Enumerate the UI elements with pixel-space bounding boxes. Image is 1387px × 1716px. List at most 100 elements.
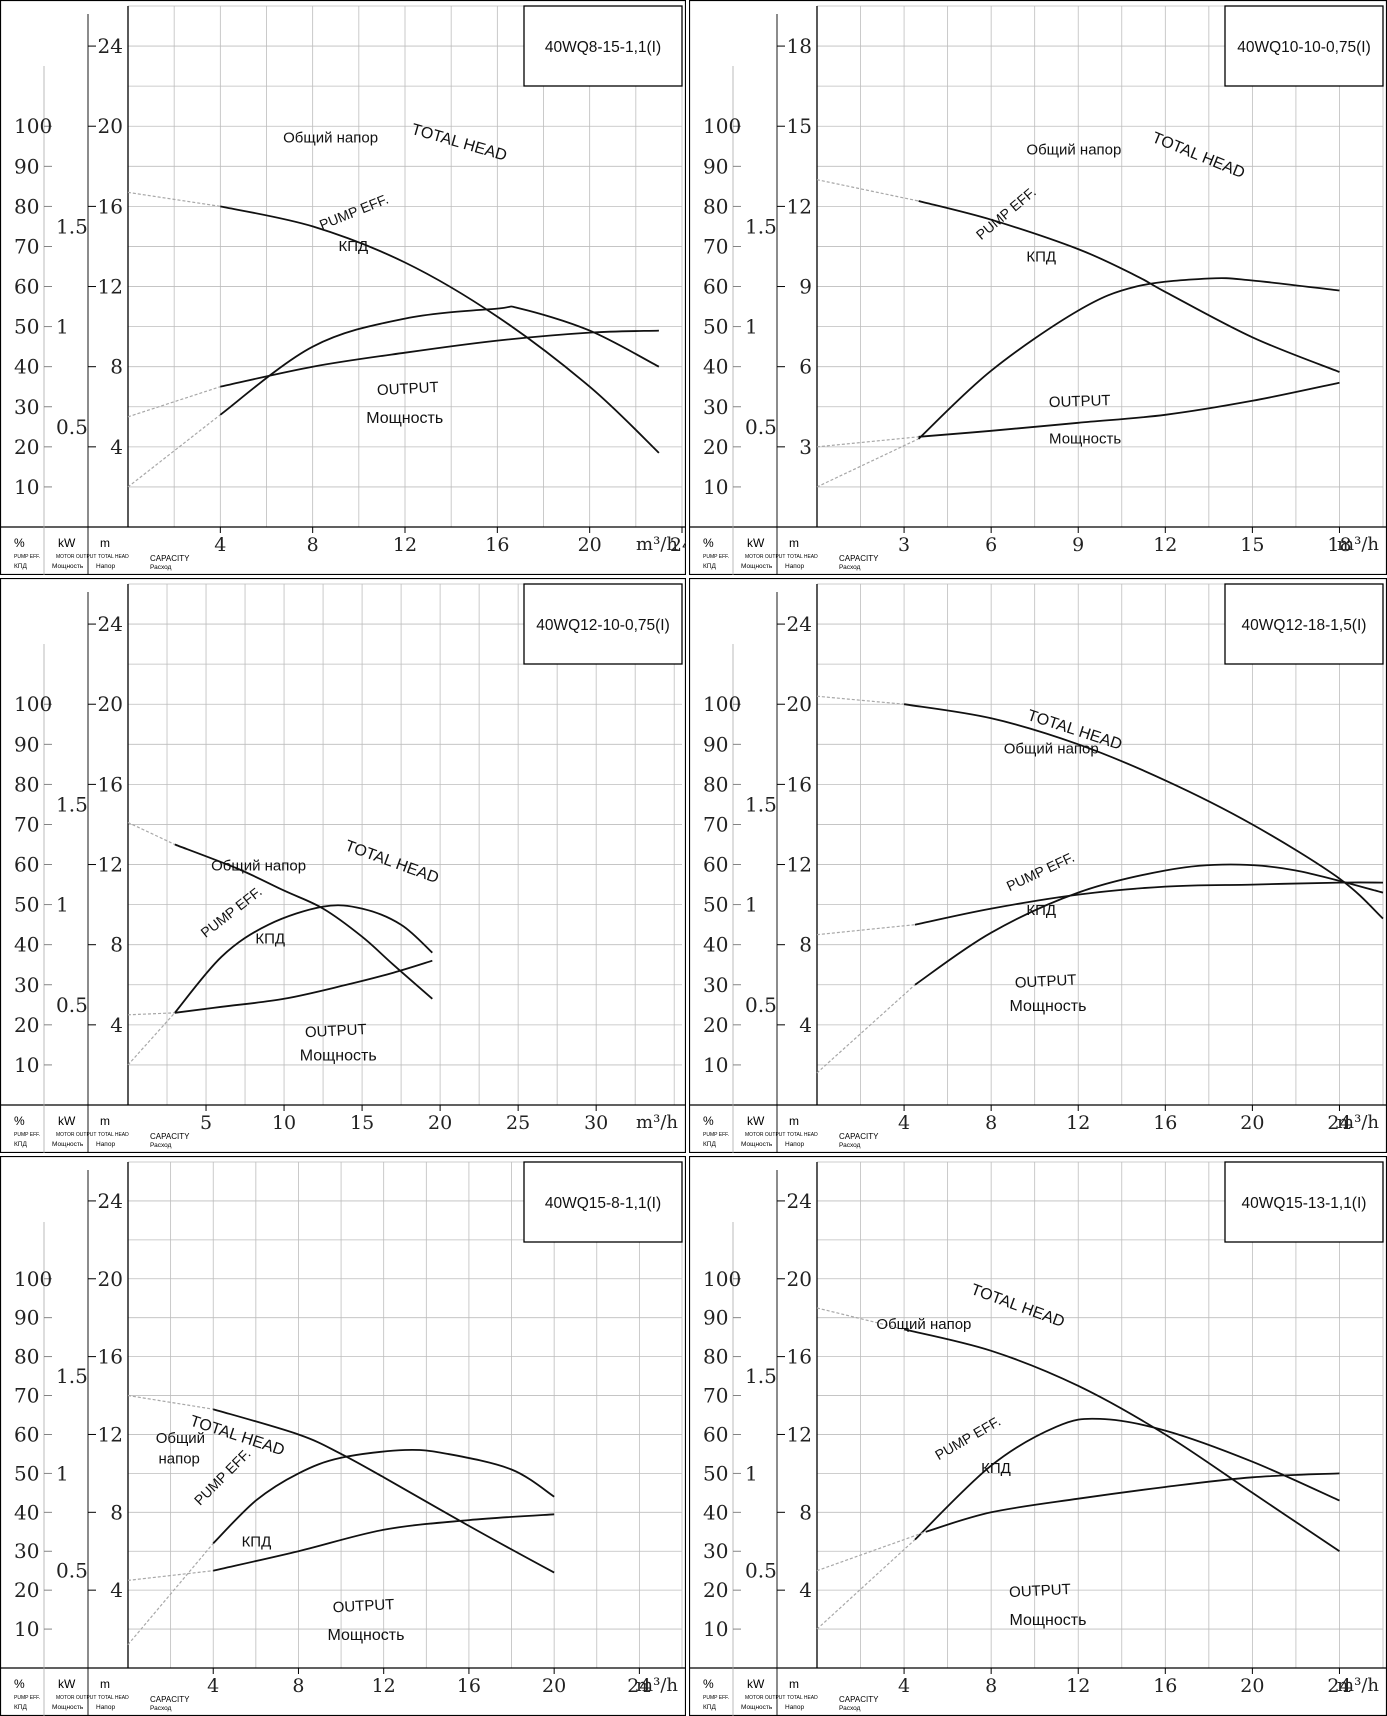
model-title: 40WQ12-10-0,75(I) xyxy=(536,617,670,634)
kw-tick-label: 1.5 xyxy=(745,1364,777,1388)
capacity-tick-label: 4 xyxy=(207,1675,219,1697)
head-tick-label: 16 xyxy=(787,1345,812,1369)
capacity-unit: m³/h xyxy=(636,1675,678,1696)
motor-output-header: MOTOR OUTPUT xyxy=(56,1695,96,1701)
raskhod-label: Расход xyxy=(150,1705,172,1712)
capacity-tick-label: 4 xyxy=(214,534,226,556)
eff-tick-label: 50 xyxy=(14,893,39,917)
kw-tick-label: 1 xyxy=(56,893,69,917)
capacity-tick-label: 9 xyxy=(1072,534,1084,556)
curve-label: КПД xyxy=(255,930,285,947)
motor-output-header: MOTOR OUTPUT xyxy=(56,1132,96,1138)
head-tick-label: 4 xyxy=(110,1578,123,1602)
curve-extension xyxy=(816,1539,916,1630)
kpd-header: КПД xyxy=(14,1704,27,1711)
kw-tick-label: 0.5 xyxy=(56,993,88,1017)
capacity-label: CAPACITY xyxy=(839,1132,879,1141)
kw-tick-label: 1.5 xyxy=(745,792,777,816)
eff-tick-label: 100 xyxy=(14,1267,52,1291)
series-head xyxy=(816,179,1340,373)
series-eff xyxy=(127,305,660,488)
motor-output-header: MOTOR OUTPUT xyxy=(56,554,96,560)
kpd-header: КПД xyxy=(703,563,716,570)
grid xyxy=(817,1161,1384,1668)
eff-tick-label: 80 xyxy=(14,194,39,218)
capacity-tick-label: 3 xyxy=(898,534,910,556)
eff-tick-label: 30 xyxy=(14,1539,39,1563)
pump-chart-2: 3 6 9 12 15 18 10 20 30 40 50 60 70 80 90 100 0.5 1 1.5 3 6 9… xyxy=(689,0,1387,575)
head-tick-label: 6 xyxy=(799,355,812,379)
eff-tick-label: 40 xyxy=(703,355,728,379)
curve-extension xyxy=(127,386,221,418)
capacity-tick-label: 15 xyxy=(1240,534,1264,556)
pump-chart-6: 4 8 12 16 20 24 10 20 30 40 50 60 70 80 90 100 0.5 1 1.5 4 8… xyxy=(689,1156,1387,1716)
eff-tick-label: 80 xyxy=(703,772,728,796)
total-head-header: TOTAL HEAD xyxy=(98,1695,129,1701)
curve-label: Мощность xyxy=(327,1627,404,1644)
head-tick-label: 24 xyxy=(98,612,123,636)
eff-tick-label: 90 xyxy=(703,154,728,178)
kpd-header: КПД xyxy=(703,1141,716,1148)
eff-tick-label: 80 xyxy=(14,1345,39,1369)
eff-tick-label: 90 xyxy=(14,1306,39,1330)
eff-tick-label: 90 xyxy=(14,732,39,756)
curve-eff xyxy=(212,1448,555,1545)
head-tick-label: 12 xyxy=(98,275,123,299)
curve-label: OUTPUT xyxy=(1014,972,1076,992)
pct-header: % xyxy=(703,1677,714,1691)
curve-label: Мощность xyxy=(300,1048,377,1065)
head-tick-label: 8 xyxy=(110,1500,123,1524)
pct-header: % xyxy=(703,1114,714,1128)
kw-tick-label: 1 xyxy=(56,315,69,339)
moshchnost-header: Мощность xyxy=(52,1141,84,1148)
curve-eff xyxy=(219,305,660,416)
kw-tick-label: 0.5 xyxy=(56,1559,88,1583)
napor-header: Напор xyxy=(96,1141,115,1148)
moshchnost-header: Мощность xyxy=(52,563,84,570)
eff-tick-label: 70 xyxy=(703,812,728,836)
curve-extension xyxy=(127,1012,176,1066)
pct-header: % xyxy=(703,536,714,550)
curve-label: Общий напор xyxy=(1004,740,1099,757)
capacity-tick-label: 8 xyxy=(307,534,319,556)
chart-svg: 4 8 12 16 20 24 10 20 30 40 50 60 70 80 90 100 0.5 1 1.5 5 1… xyxy=(0,578,686,1153)
capacity-tick-label: 8 xyxy=(292,1675,304,1697)
kw-tick-label: 0.5 xyxy=(745,993,777,1017)
capacity-tick-label: 16 xyxy=(1153,1675,1177,1697)
series-kw xyxy=(127,959,433,1016)
eff-tick-label: 40 xyxy=(703,933,728,957)
curve-label: Мощность xyxy=(1009,1612,1086,1629)
head-tick-label: 12 xyxy=(787,853,812,877)
model-title: 40WQ10-10-0,75(I) xyxy=(1237,39,1371,56)
eff-tick-label: 30 xyxy=(703,1539,728,1563)
eff-tick-label: 50 xyxy=(703,1461,728,1485)
series-eff xyxy=(816,1417,1340,1630)
curve-label: напор xyxy=(158,1451,199,1468)
eff-tick-label: 10 xyxy=(14,475,39,499)
kw-tick-label: 0.5 xyxy=(56,415,88,439)
motor-output-header: MOTOR OUTPUT xyxy=(745,1695,785,1701)
kw-tick-label: 0.5 xyxy=(745,1559,777,1583)
capacity-unit: m³/h xyxy=(1337,534,1379,555)
m-header: m xyxy=(100,536,110,550)
kw-header: kW xyxy=(58,536,76,550)
pct-header: % xyxy=(14,1114,25,1128)
capacity-tick-label: 12 xyxy=(1066,1675,1090,1697)
eff-tick-label: 10 xyxy=(14,1053,39,1077)
head-tick-label: 4 xyxy=(799,1578,812,1602)
eff-tick-label: 60 xyxy=(703,1422,728,1446)
curve-kw xyxy=(220,329,659,388)
chart-svg: 4 8 12 16 20 24 10 20 30 40 50 60 70 80 90 100 0.5 1 1.5 4 8… xyxy=(0,1156,686,1716)
capacity-tick-label: 8 xyxy=(985,1675,997,1697)
kpd-header: КПД xyxy=(14,1141,27,1148)
curve-extension xyxy=(127,1543,214,1645)
eff-tick-label: 20 xyxy=(703,435,728,459)
total-head-header: TOTAL HEAD xyxy=(787,554,818,560)
head-tick-label: 8 xyxy=(110,355,123,379)
curve-extension xyxy=(816,1531,927,1572)
series-head xyxy=(127,191,660,454)
grid xyxy=(817,5,1384,527)
eff-tick-label: 20 xyxy=(14,435,39,459)
curve-kw xyxy=(174,959,433,1014)
